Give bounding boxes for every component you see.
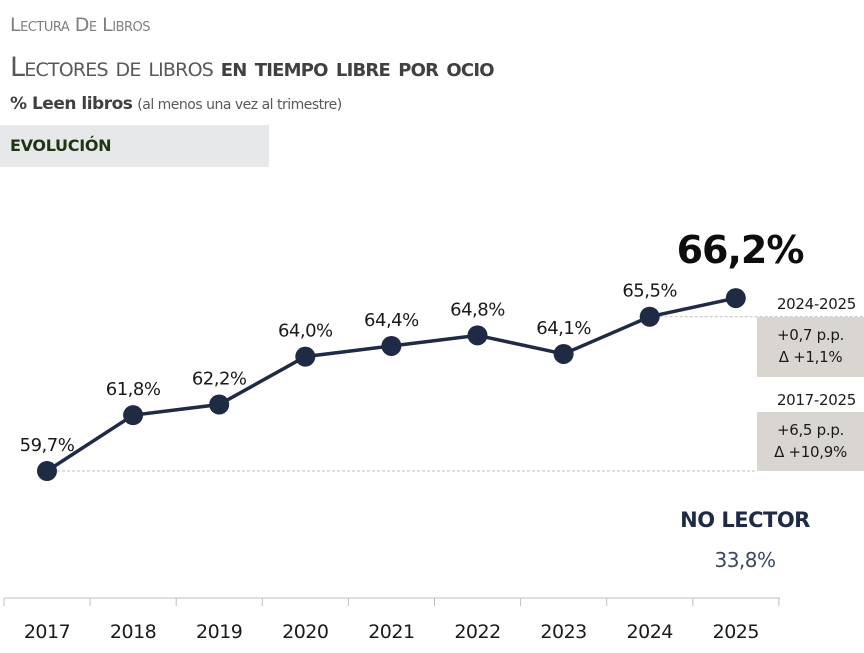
subtitle-bold: % Leen libros <box>10 94 133 114</box>
comparison-pct-2: Δ +10,9% <box>774 443 847 461</box>
data-label: 62,2% <box>192 369 247 390</box>
x-tick-label: 2023 <box>540 621 586 643</box>
subtitle-note: (al menos una vez al trimestre) <box>137 97 342 113</box>
data-label: 59,7% <box>20 435 75 456</box>
x-tick-label: 2017 <box>24 621 70 643</box>
no-lector-value: 33,8% <box>714 548 776 572</box>
kicker: Lectura De Libros <box>10 14 151 36</box>
data-label: 64,0% <box>278 321 333 342</box>
comparison-box-2: +6,5 p.p. Δ +10,9% <box>757 412 864 471</box>
data-point <box>381 335 402 356</box>
title-light: Lectores de libros <box>10 52 214 83</box>
data-label: 64,8% <box>450 299 505 320</box>
x-tick-label: 2022 <box>454 621 500 643</box>
data-label: 64,4% <box>364 310 419 331</box>
comparison-pp-1: +0,7 p.p. <box>776 326 845 344</box>
data-point <box>639 306 660 327</box>
data-point <box>37 461 57 481</box>
section-label: EVOLUCIÓN <box>10 136 112 155</box>
x-tick-label: 2020 <box>282 621 328 643</box>
data-point <box>725 288 746 309</box>
x-tick-label: 2021 <box>368 621 414 643</box>
data-point <box>209 394 230 415</box>
data-label: 65,5% <box>622 281 677 302</box>
data-label: 64,1% <box>536 318 591 339</box>
data-label: 61,8% <box>106 379 161 400</box>
comparison-box-1: +0,7 p.p. Δ +1,1% <box>757 317 864 377</box>
x-tick-label: 2018 <box>110 621 156 643</box>
section-header: EVOLUCIÓN <box>0 125 269 167</box>
comparison-period-1: 2024-2025 <box>776 295 856 313</box>
title-bold: en tiempo libre por ocio <box>220 53 495 83</box>
data-point <box>295 346 316 367</box>
comparison-pp-2: +6,5 p.p. <box>776 421 845 439</box>
highlight-value: 66,2% <box>676 228 805 272</box>
chart-title: Lectores de libros en tiempo libre por o… <box>10 52 495 83</box>
data-point <box>467 325 488 346</box>
x-tick-label: 2019 <box>196 621 242 643</box>
data-point <box>553 343 574 364</box>
x-tick-label: 2024 <box>627 621 674 643</box>
comparison-pct-1: Δ +1,1% <box>778 348 843 366</box>
no-lector-label: NO LECTOR <box>680 508 810 532</box>
data-point <box>123 405 144 426</box>
comparison-period-2: 2017-2025 <box>776 391 856 409</box>
x-tick-label: 2025 <box>713 621 759 643</box>
subtitle: % Leen libros (al menos una vez al trime… <box>10 94 342 114</box>
